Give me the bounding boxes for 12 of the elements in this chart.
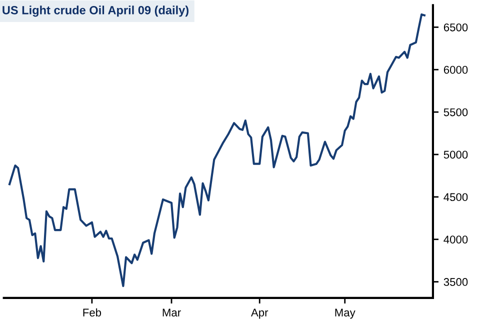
chart-title: US Light crude Oil April 09 (daily)	[2, 6, 188, 17]
x-tick-label: Feb	[83, 308, 102, 316]
x-tick-label: May	[335, 308, 356, 319]
y-tick-label: 6000	[444, 66, 468, 74]
y-tick-label: 4000	[444, 236, 468, 244]
y-tick-label: 6500	[444, 23, 468, 32]
x-tick-label: Apr	[250, 308, 268, 319]
x-tick-label: Mar	[162, 308, 181, 316]
y-tick-label: 4500	[444, 193, 468, 202]
y-tick-label: 5500	[444, 108, 468, 116]
y-tick-label: 5000	[444, 150, 468, 159]
y-tick-label: 3500	[444, 278, 468, 286]
